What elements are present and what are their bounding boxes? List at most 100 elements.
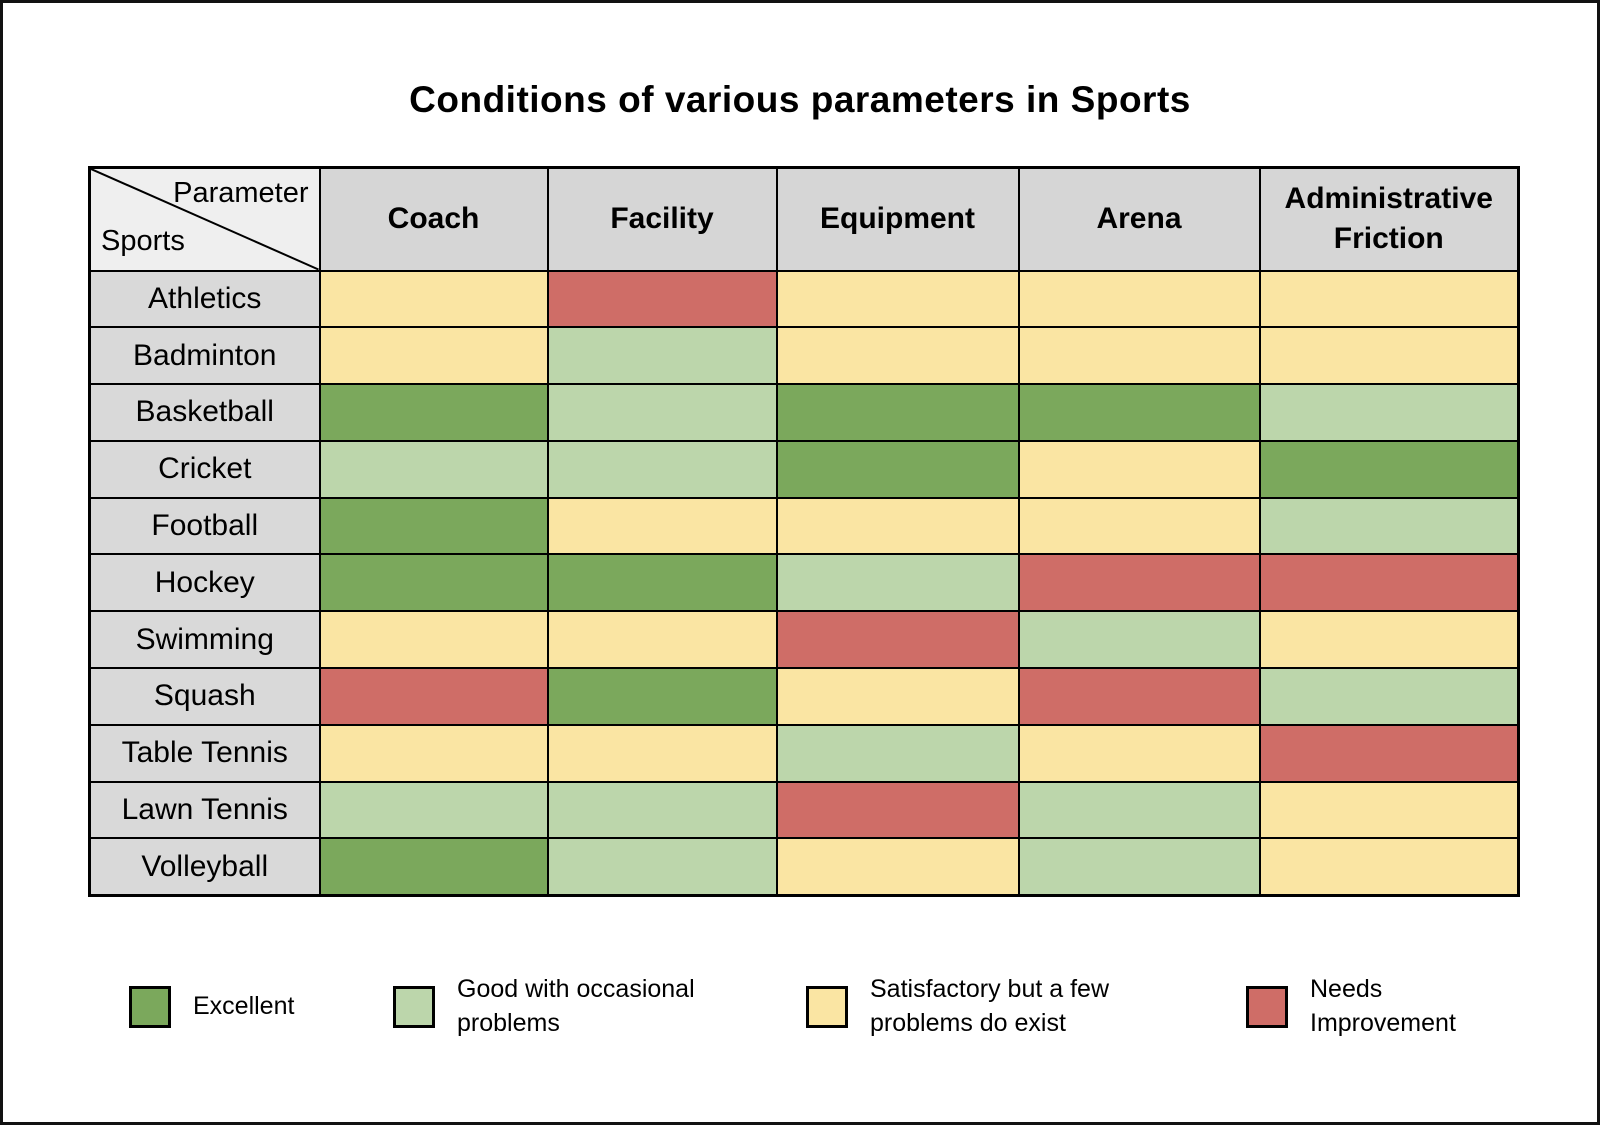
rating-cell-swimming-coach xyxy=(318,610,549,670)
column-header-administrative-friction: Administrative Friction xyxy=(1258,166,1520,272)
corner-sports-label: Sports xyxy=(101,224,185,257)
corner-cell: Parameter Sports xyxy=(88,166,321,272)
rating-cell-volleyball-facility xyxy=(546,837,778,897)
rating-cell-basketball-coach xyxy=(318,383,549,442)
sport-label-hockey: Hockey xyxy=(88,553,321,613)
rating-cell-hockey-administrative-friction xyxy=(1258,553,1520,613)
rating-cell-squash-coach xyxy=(318,667,549,726)
rating-cell-athletics-arena xyxy=(1017,269,1261,329)
rating-cell-swimming-equipment xyxy=(775,610,1020,670)
rating-cell-cricket-facility xyxy=(546,439,778,499)
rating-cell-swimming-arena xyxy=(1017,610,1261,670)
rating-cell-table-tennis-arena xyxy=(1017,723,1261,783)
rating-cell-swimming-administrative-friction xyxy=(1258,610,1520,670)
rating-cell-football-coach xyxy=(318,496,549,556)
sport-label-table-tennis: Table Tennis xyxy=(88,723,321,783)
sport-label-basketball: Basketball xyxy=(88,383,321,442)
table-row-volleyball: Volleyball xyxy=(88,837,1520,897)
legend-item-excellent: Excellent xyxy=(129,964,294,1050)
legend-item-needs-improvement: Needs Improvement xyxy=(1246,964,1480,1050)
sport-label-football: Football xyxy=(88,496,321,556)
table-row-athletics: Athletics xyxy=(88,269,1520,329)
rating-cell-volleyball-equipment xyxy=(775,837,1020,897)
rating-cell-basketball-facility xyxy=(546,383,778,442)
table-row-table-tennis: Table Tennis xyxy=(88,723,1520,783)
rating-cell-volleyball-administrative-friction xyxy=(1258,837,1520,897)
rating-cell-swimming-facility xyxy=(546,610,778,670)
sport-label-squash: Squash xyxy=(88,667,321,726)
table-row-cricket: Cricket xyxy=(88,439,1520,499)
legend-item-satisfactory: Satisfactory but a few problems do exist xyxy=(806,964,1155,1050)
rating-cell-volleyball-coach xyxy=(318,837,549,897)
column-header-facility: Facility xyxy=(546,166,778,272)
rating-cell-basketball-equipment xyxy=(775,383,1020,442)
legend-swatch-good xyxy=(393,986,435,1028)
rating-cell-hockey-equipment xyxy=(775,553,1020,613)
table-row-hockey: Hockey xyxy=(88,553,1520,613)
legend-label-satisfactory: Satisfactory but a few problems do exist xyxy=(870,975,1110,1037)
rating-cell-badminton-equipment xyxy=(775,326,1020,386)
rating-cell-athletics-facility xyxy=(546,269,778,329)
rating-cell-badminton-administrative-friction xyxy=(1258,326,1520,386)
rating-cell-badminton-arena xyxy=(1017,326,1261,386)
rating-cell-lawn-tennis-administrative-friction xyxy=(1258,780,1520,840)
rating-cell-table-tennis-administrative-friction xyxy=(1258,723,1520,783)
rating-cell-badminton-facility xyxy=(546,326,778,386)
table-row-basketball: Basketball xyxy=(88,383,1520,442)
rating-cell-basketball-arena xyxy=(1017,383,1261,442)
sport-label-lawn-tennis: Lawn Tennis xyxy=(88,780,321,840)
legend-label-excellent: Excellent xyxy=(193,992,295,1021)
rating-cell-hockey-facility xyxy=(546,553,778,613)
chart-title: Conditions of various parameters in Spor… xyxy=(409,79,1191,120)
sport-label-badminton: Badminton xyxy=(88,326,321,386)
column-header-equipment: Equipment xyxy=(775,166,1020,272)
rating-cell-hockey-arena xyxy=(1017,553,1261,613)
column-header-coach: Coach xyxy=(318,166,549,272)
rating-cell-badminton-coach xyxy=(318,326,549,386)
rating-cell-volleyball-arena xyxy=(1017,837,1261,897)
diagonal-divider xyxy=(91,169,319,270)
rating-cell-cricket-arena xyxy=(1017,439,1261,499)
rating-cell-lawn-tennis-arena xyxy=(1017,780,1261,840)
rating-cell-table-tennis-facility xyxy=(546,723,778,783)
rating-cell-cricket-equipment xyxy=(775,439,1020,499)
rating-cell-table-tennis-equipment xyxy=(775,723,1020,783)
rating-cell-football-facility xyxy=(546,496,778,556)
legend-label-needs-improvement: Needs Improvement xyxy=(1310,975,1456,1037)
table-row-swimming: Swimming xyxy=(88,610,1520,670)
table-row-lawn-tennis: Lawn Tennis xyxy=(88,780,1520,840)
rating-cell-cricket-administrative-friction xyxy=(1258,439,1520,499)
table-row-squash: Squash xyxy=(88,667,1520,726)
header-row: Parameter Sports Coach Facility Equipment A… xyxy=(88,166,1520,272)
table-row-football: Football xyxy=(88,496,1520,556)
rating-cell-athletics-administrative-friction xyxy=(1258,269,1520,329)
rating-cell-cricket-coach xyxy=(318,439,549,499)
rating-cell-squash-equipment xyxy=(775,667,1020,726)
rating-cell-football-administrative-friction xyxy=(1258,496,1520,556)
conditions-table: Parameter Sports Coach Facility Equipment A… xyxy=(88,166,1520,897)
rating-cell-basketball-administrative-friction xyxy=(1258,383,1520,442)
rating-cell-table-tennis-coach xyxy=(318,723,549,783)
rating-cell-hockey-coach xyxy=(318,553,549,613)
sport-label-athletics: Athletics xyxy=(88,269,321,329)
rating-cell-lawn-tennis-facility xyxy=(546,780,778,840)
rating-cell-football-equipment xyxy=(775,496,1020,556)
rating-cell-athletics-equipment xyxy=(775,269,1020,329)
rating-cell-lawn-tennis-equipment xyxy=(775,780,1020,840)
legend-label-good: Good with occasional problems xyxy=(457,975,695,1037)
legend-swatch-needs-improvement xyxy=(1246,986,1288,1028)
table-row-badminton: Badminton xyxy=(88,326,1520,386)
sport-label-cricket: Cricket xyxy=(88,439,321,499)
legend-item-good: Good with occasional problems xyxy=(393,964,722,1050)
rating-cell-athletics-coach xyxy=(318,269,549,329)
rating-cell-squash-arena xyxy=(1017,667,1261,726)
rating-cell-squash-facility xyxy=(546,667,778,726)
legend-swatch-satisfactory xyxy=(806,986,848,1028)
legend-swatch-excellent xyxy=(129,986,171,1028)
rating-cell-squash-administrative-friction xyxy=(1258,667,1520,726)
column-header-arena: Arena xyxy=(1017,166,1261,272)
table-body: Athletics Badminton Basketball Cricket Footb… xyxy=(88,269,1520,897)
rating-cell-lawn-tennis-coach xyxy=(318,780,549,840)
sport-label-volleyball: Volleyball xyxy=(88,837,321,897)
